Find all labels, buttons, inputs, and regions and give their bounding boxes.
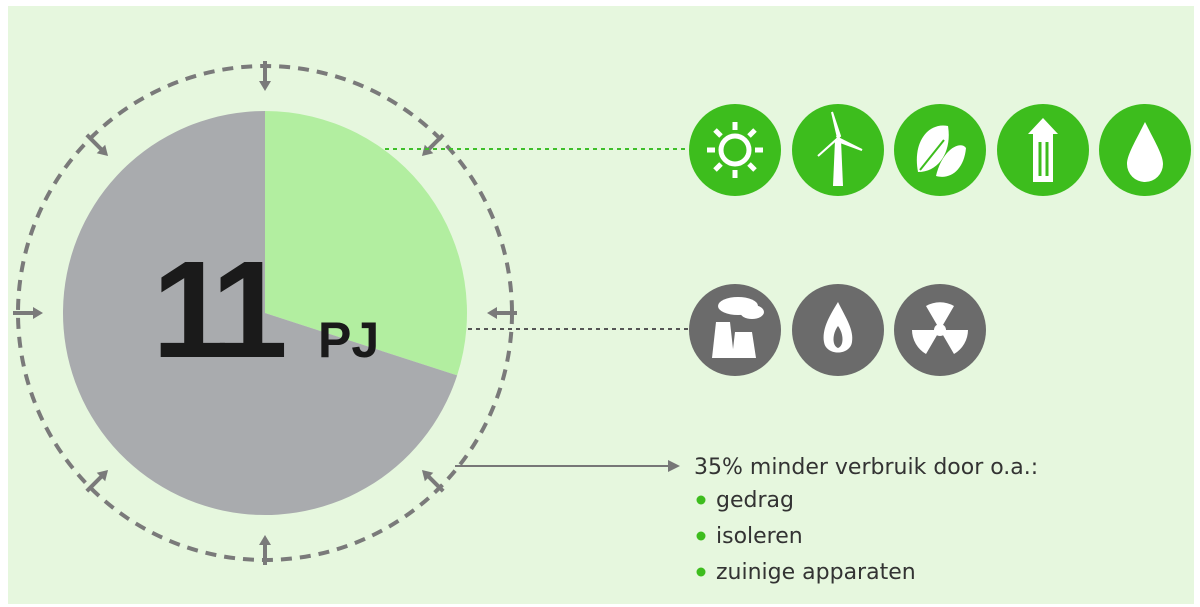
pie: [62, 111, 467, 515]
note-item: gedrag: [716, 488, 794, 513]
pie-segment: [265, 111, 467, 376]
arrow-shaft: [85, 133, 106, 154]
saving-arrowhead: [668, 460, 680, 472]
arrow-head: [259, 535, 271, 545]
arrow-head: [487, 307, 497, 319]
arrow-shaft: [424, 133, 445, 154]
inward-arrows: [13, 61, 517, 565]
arrow-shaft: [85, 472, 106, 493]
note-item: isoleren: [716, 524, 803, 549]
arrow-head: [421, 469, 434, 482]
bullet: [696, 495, 706, 505]
icon-glyphs: [707, 111, 1163, 186]
headline-value: 11: [152, 233, 284, 387]
note-item: zuinige apparaten: [716, 560, 916, 585]
bullet: [696, 567, 706, 577]
renewable-icons: [689, 104, 1191, 196]
arrow-head: [96, 144, 109, 157]
arrow-head: [259, 81, 271, 91]
arrow-head: [33, 307, 43, 319]
bullet: [696, 531, 706, 541]
fossil-glyphs: [712, 297, 968, 358]
headline-unit: PJ: [318, 312, 379, 368]
arrow-head: [421, 144, 434, 157]
arrow-head: [96, 469, 109, 482]
note-items: gedrag isoleren zuinige apparaten: [696, 488, 916, 585]
note-title: 35% minder verbruik door o.a.:: [694, 455, 1038, 480]
pie-segment: [62, 111, 458, 515]
